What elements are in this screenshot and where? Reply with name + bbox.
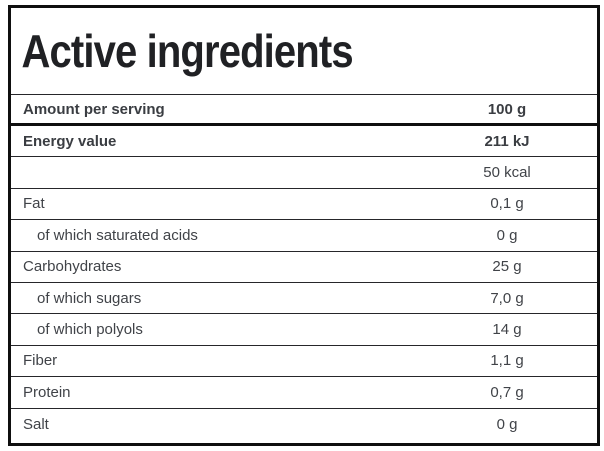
nutrient-label: of which polyols — [37, 321, 143, 339]
nutrient-value: 0,7 g — [490, 383, 524, 401]
nutrient-value: 0 g — [496, 415, 518, 433]
nutrient-label: Carbohydrates — [23, 258, 122, 276]
nutrient-value: 14 g — [492, 321, 522, 339]
nutrient-label: Energy value — [23, 132, 117, 150]
table-row: Energy value 211 kJ — [11, 126, 597, 158]
table-row: of which polyols 14 g — [11, 314, 597, 346]
table-row: Carbohydrates 25 g — [11, 252, 597, 283]
nutrition-facts-table: Active ingredients Amount per serving 10… — [8, 5, 600, 446]
table-row: of which saturated acids 0 g — [11, 220, 597, 252]
nutrient-label: Salt — [23, 415, 49, 433]
table-row: Salt 0 g — [11, 409, 597, 440]
nutrient-value: 0,1 g — [490, 195, 524, 213]
table-row: Protein 0,7 g — [11, 377, 597, 409]
table-row: 50 kcal — [11, 157, 597, 189]
nutrient-value: 7,0 g — [490, 289, 524, 307]
nutrient-value: 211 kJ — [484, 132, 530, 150]
table-row: Fiber 1,1 g — [11, 346, 597, 378]
table-row: of which sugars 7,0 g — [11, 283, 597, 315]
nutrient-value: 1,1 g — [490, 352, 524, 370]
serving-header-label: Amount per serving — [23, 100, 165, 118]
nutrient-label: Fiber — [23, 352, 58, 370]
nutrient-label: of which saturated acids — [37, 226, 198, 244]
nutrient-label: Protein — [23, 383, 71, 401]
nutrient-label: of which sugars — [37, 289, 142, 307]
nutrient-value: 25 g — [492, 258, 522, 276]
table-row: Fat 0,1 g — [11, 189, 597, 221]
table-title: Active ingredients — [21, 25, 353, 77]
title-section: Active ingredients — [11, 8, 597, 95]
nutrient-label: Fat — [23, 195, 45, 213]
serving-header-value: 100 g — [487, 100, 527, 118]
serving-header-row: Amount per serving 100 g — [11, 95, 597, 126]
nutrient-value: 50 kcal — [483, 164, 531, 182]
nutrient-value: 0 g — [496, 226, 518, 244]
